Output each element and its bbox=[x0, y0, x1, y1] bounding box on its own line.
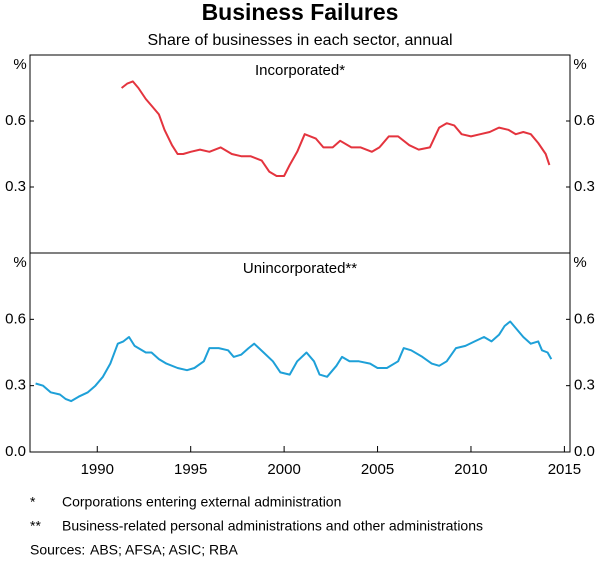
y-tick-label: 0.0 bbox=[5, 443, 26, 460]
x-tick-label: 1995 bbox=[174, 461, 207, 478]
panel-title: Incorporated* bbox=[255, 62, 345, 79]
y-tick-label: 0.0 bbox=[574, 443, 595, 460]
x-tick-label: 2005 bbox=[361, 461, 394, 478]
data-line bbox=[120, 80, 551, 177]
data-line bbox=[35, 320, 553, 403]
chart-title: Business Failures bbox=[202, 0, 399, 25]
panel-title: Unincorporated** bbox=[243, 260, 357, 277]
y-tick-label: 0.3 bbox=[574, 377, 595, 394]
panel-frame bbox=[29, 252, 571, 453]
x-tick-label: 2000 bbox=[267, 461, 300, 478]
note-marker: ** bbox=[30, 518, 41, 534]
y-unit: % bbox=[573, 56, 586, 73]
y-unit: % bbox=[573, 254, 586, 271]
chart-subtitle: Share of businesses in each sector, annu… bbox=[147, 32, 452, 49]
x-tick-label: 2010 bbox=[454, 461, 487, 478]
x-tick-label: 2015 bbox=[548, 461, 581, 478]
x-tick-label: 1990 bbox=[81, 461, 114, 478]
note-text: Corporations entering external administr… bbox=[62, 494, 341, 510]
note-marker: * bbox=[30, 494, 36, 510]
y-tick-label: 0.6 bbox=[574, 310, 595, 327]
y-tick-label: 0.6 bbox=[574, 112, 595, 129]
y-tick-label: 0.3 bbox=[5, 178, 26, 195]
y-unit: % bbox=[13, 56, 26, 73]
y-tick-label: 0.3 bbox=[574, 178, 595, 195]
panel-frame bbox=[29, 54, 571, 254]
note-text: Business-related personal administration… bbox=[62, 518, 483, 534]
y-unit: % bbox=[13, 254, 26, 271]
y-tick-label: 0.6 bbox=[5, 310, 26, 327]
y-tick-label: 0.3 bbox=[5, 377, 26, 394]
sources-text: ABS; AFSA; ASIC; RBA bbox=[90, 542, 238, 558]
sources-label: Sources: bbox=[30, 542, 85, 558]
y-tick-label: 0.6 bbox=[5, 112, 26, 129]
